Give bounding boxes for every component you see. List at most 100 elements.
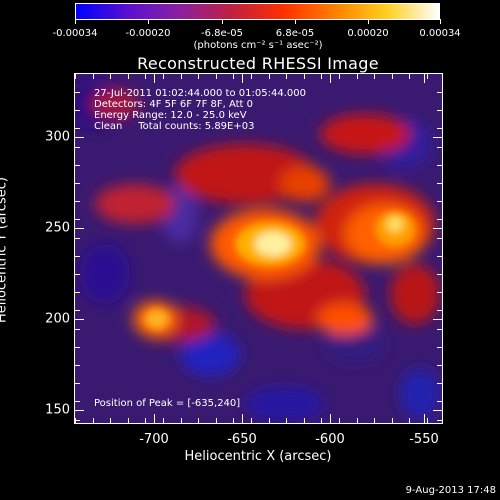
axis-tick <box>75 365 80 366</box>
axis-tick <box>75 329 80 330</box>
axis-tick <box>286 418 287 423</box>
axis-tick <box>424 74 425 83</box>
axis-tick <box>216 74 217 79</box>
y-tick-label: 300 <box>45 129 70 145</box>
axis-tick <box>437 165 442 166</box>
axis-tick <box>75 347 80 348</box>
axis-tick <box>357 74 358 79</box>
axis-tick <box>374 418 375 423</box>
axis-tick <box>437 292 442 293</box>
axis-tick <box>427 418 428 423</box>
axis-tick <box>433 410 442 411</box>
detectors-text: Detectors: 4F 5F 6F 7F 8F, Att 0 <box>94 99 254 110</box>
axis-tick <box>269 74 270 79</box>
axis-tick <box>216 418 217 423</box>
peak-position-text: Position of Peak = [-635,240] <box>94 398 241 409</box>
axis-tick <box>75 383 80 384</box>
axis-tick <box>75 92 80 93</box>
axis-tick <box>392 418 393 423</box>
axis-tick <box>321 74 322 79</box>
axis-tick <box>163 74 164 79</box>
axis-tick <box>75 165 80 166</box>
axis-tick <box>433 228 442 229</box>
axis-tick <box>75 292 80 293</box>
axis-tick <box>437 420 442 421</box>
axis-tick <box>409 74 410 79</box>
axis-tick <box>437 147 442 148</box>
colorbar-tick <box>440 19 441 24</box>
colorbar-tick <box>75 19 76 24</box>
y-tick-label: 200 <box>45 311 70 327</box>
axis-tick <box>409 418 410 423</box>
axis-tick <box>145 74 146 79</box>
axis-tick <box>437 365 442 366</box>
colorbar-tick <box>368 19 369 24</box>
axis-tick <box>437 183 442 184</box>
axis-tick <box>251 418 252 423</box>
axis-tick <box>304 74 305 79</box>
axis-tick <box>75 319 84 320</box>
axis-tick <box>286 74 287 79</box>
axis-tick <box>437 347 442 348</box>
axis-tick <box>75 183 80 184</box>
colorbar-label: 6.8e-05 <box>275 28 315 39</box>
axis-tick <box>154 414 155 423</box>
axis-tick <box>330 74 331 83</box>
axis-tick <box>339 74 340 79</box>
axis-tick <box>75 401 80 402</box>
axis-tick <box>198 418 199 423</box>
axis-tick <box>437 329 442 330</box>
axis-tick <box>110 74 111 79</box>
y-axis-label-text: Heliocentric Y (arcsec) <box>0 177 10 323</box>
x-axis-label: Heliocentric X (arcsec) <box>184 449 332 464</box>
axis-tick <box>437 219 442 220</box>
plot-title: Reconstructed RHESSI Image <box>137 54 379 73</box>
axis-tick <box>427 74 428 79</box>
axis-tick <box>242 414 243 423</box>
axis-tick <box>437 383 442 384</box>
axis-tick <box>75 219 80 220</box>
colorbar-tick <box>148 19 149 24</box>
axis-tick <box>181 418 182 423</box>
axis-tick <box>181 74 182 79</box>
axis-tick <box>75 147 80 148</box>
y-tick-label: 150 <box>45 402 70 418</box>
axis-tick <box>93 74 94 79</box>
axis-tick <box>251 74 252 79</box>
axis-tick <box>233 418 234 423</box>
axis-tick <box>93 418 94 423</box>
axis-tick <box>75 128 80 129</box>
rhessi-image <box>74 73 443 424</box>
axis-tick <box>75 274 80 275</box>
axis-tick <box>321 418 322 423</box>
colorbar-label: -0.00020 <box>125 28 171 39</box>
axis-tick <box>128 74 129 79</box>
axis-tick <box>163 418 164 423</box>
colorbar-tick <box>222 19 223 24</box>
axis-tick <box>75 238 80 239</box>
axis-tick <box>110 418 111 423</box>
axis-tick <box>75 410 84 411</box>
axis-tick <box>339 418 340 423</box>
colorbar-label: -0.00034 <box>52 28 98 39</box>
axis-tick <box>437 238 442 239</box>
axis-tick <box>424 414 425 423</box>
time-range-text: 27-Jul-2011 01:02:44.000 to 01:05:44.000 <box>94 88 306 99</box>
axis-tick <box>198 74 199 79</box>
axis-tick <box>75 137 84 138</box>
axis-tick <box>437 110 442 111</box>
colorbar-tick <box>295 19 296 24</box>
colorbar-label: -6.8e-05 <box>201 28 243 39</box>
axis-tick <box>437 92 442 93</box>
x-tick-label: -600 <box>315 432 345 447</box>
y-tick-label: 250 <box>45 220 70 236</box>
axis-tick <box>233 74 234 79</box>
axis-tick <box>392 74 393 79</box>
axis-tick <box>437 256 442 257</box>
axis-tick <box>437 128 442 129</box>
axis-tick <box>242 74 243 83</box>
axis-tick <box>75 110 80 111</box>
colorbar <box>75 3 440 20</box>
axis-tick <box>433 319 442 320</box>
axis-tick <box>75 420 80 421</box>
